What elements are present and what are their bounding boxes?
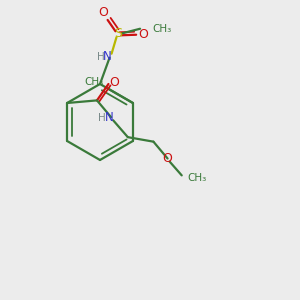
Text: S: S <box>115 27 122 40</box>
Text: H: H <box>97 52 104 62</box>
Text: CH₃: CH₃ <box>152 24 171 34</box>
Text: N: N <box>103 50 112 63</box>
Text: CH₃: CH₃ <box>188 173 207 183</box>
Text: O: O <box>99 6 109 20</box>
Text: N: N <box>105 111 113 124</box>
Text: H: H <box>98 113 106 123</box>
Text: CH₃: CH₃ <box>84 77 104 87</box>
Text: O: O <box>163 152 172 165</box>
Text: O: O <box>138 28 148 41</box>
Text: O: O <box>110 76 119 88</box>
